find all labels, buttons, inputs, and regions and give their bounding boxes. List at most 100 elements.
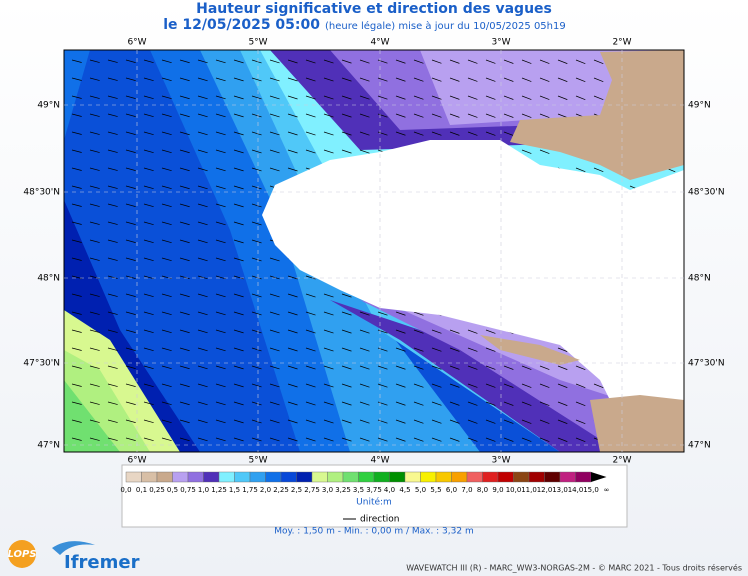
- lat-label-right: 47°30'N: [688, 359, 725, 369]
- arrow: [539, 149, 550, 154]
- arrow: [89, 131, 100, 135]
- arrow: [431, 437, 442, 442]
- arrow: [71, 329, 82, 333]
- arrow: [107, 221, 118, 225]
- arrow: [359, 77, 370, 82]
- arrow: [161, 383, 172, 388]
- arrow: [359, 149, 370, 154]
- scale-swatch: [187, 471, 204, 483]
- arrow: [179, 311, 190, 316]
- arrow: [179, 401, 190, 406]
- graticule: 6°W 6°W 5°W 5°W 4°W 4°W 3°W 3°W 2°W 2°W 49°N 49°N 48…: [23, 38, 724, 466]
- arrow: [233, 329, 244, 334]
- arrow: [107, 113, 118, 117]
- arrow: [233, 149, 244, 154]
- scale-label: 2,75: [304, 486, 320, 494]
- arrow: [269, 167, 280, 172]
- arrow: [89, 77, 100, 81]
- ifremer-text: Ifremer: [64, 552, 140, 573]
- arrow: [125, 77, 136, 81]
- arrow: [521, 437, 532, 442]
- arrow: [449, 95, 460, 100]
- credit: WAVEWATCH III (R) - MARC_WW3-NORGAS-2M -…: [406, 563, 742, 573]
- arrow: [269, 383, 280, 388]
- arrow: [125, 59, 136, 63]
- arrow: [107, 401, 118, 405]
- scale-swatch: [172, 471, 189, 483]
- arrow: [197, 275, 208, 280]
- scale-swatch: [125, 471, 142, 483]
- arrow: [287, 401, 298, 406]
- arrow: [287, 383, 298, 388]
- arrow: [215, 185, 226, 190]
- arrow: [557, 77, 568, 82]
- arrow: [179, 437, 190, 442]
- arrow: [305, 329, 316, 334]
- arrow: [107, 329, 118, 333]
- arrow: [485, 113, 496, 118]
- arrow: [233, 293, 244, 298]
- arrow: [107, 167, 118, 171]
- arrow: [107, 365, 118, 369]
- color-scale: 0,0 0,1 0,25 0,5 0,75 1,0 1,25 1,5 1,75 2,0 2,25 2,…: [120, 471, 609, 494]
- arrow: [143, 365, 154, 369]
- arrow: [233, 185, 244, 190]
- arrow: [125, 113, 136, 117]
- arrow: [161, 113, 172, 118]
- arrow: [521, 383, 532, 388]
- arrow: [197, 365, 208, 370]
- arrow: [251, 167, 262, 172]
- arrow: [413, 113, 424, 118]
- arrow: [485, 131, 496, 136]
- lon-label-top: 5°W: [248, 38, 267, 48]
- update: (heure légale) mise à jour du 10/05/2025…: [325, 20, 566, 32]
- arrow: [251, 311, 262, 316]
- arrow: [323, 149, 334, 154]
- arrow: [503, 131, 514, 136]
- scale-label: 3,0: [322, 486, 333, 494]
- land-normandy: [510, 50, 684, 180]
- scale-swatch: [559, 471, 576, 483]
- arrow: [89, 419, 100, 423]
- scale-swatch: [373, 471, 390, 483]
- arrow: [593, 383, 604, 389]
- arrow: [503, 383, 514, 388]
- arrow: [161, 95, 172, 100]
- arrow: [251, 221, 262, 226]
- arrow: [107, 419, 118, 423]
- arrow: [179, 239, 190, 244]
- arrow: [269, 257, 280, 262]
- arrow: [197, 167, 208, 172]
- scale-label: 0,0: [120, 486, 131, 494]
- arrow: [359, 329, 370, 334]
- arrow: [161, 311, 172, 316]
- arrow: [197, 59, 208, 64]
- arrow: [143, 95, 154, 99]
- arrow: [323, 77, 334, 82]
- arrow: [287, 293, 298, 298]
- arrow: [143, 311, 154, 315]
- scale-label: 1,25: [211, 486, 227, 494]
- arrow: [251, 239, 262, 244]
- arrow: [179, 95, 190, 100]
- arrow: [197, 401, 208, 406]
- arrow: [89, 257, 100, 261]
- arrow: [125, 131, 136, 135]
- scale-swatch: [218, 471, 235, 483]
- arrow: [179, 329, 190, 334]
- arrow: [269, 131, 280, 136]
- arrow: [215, 113, 226, 118]
- arrow: [287, 419, 298, 424]
- arrow: [575, 419, 586, 424]
- scale-swatch: [389, 471, 406, 483]
- arrow: [233, 419, 244, 424]
- arrow: [575, 383, 586, 388]
- arrow: [359, 419, 370, 424]
- arrow: [377, 401, 388, 406]
- arrow: [233, 203, 244, 208]
- arrow: [179, 185, 190, 190]
- arrow: [467, 113, 478, 118]
- arrow: [179, 203, 190, 208]
- arrow: [395, 95, 406, 100]
- arrow: [107, 275, 118, 279]
